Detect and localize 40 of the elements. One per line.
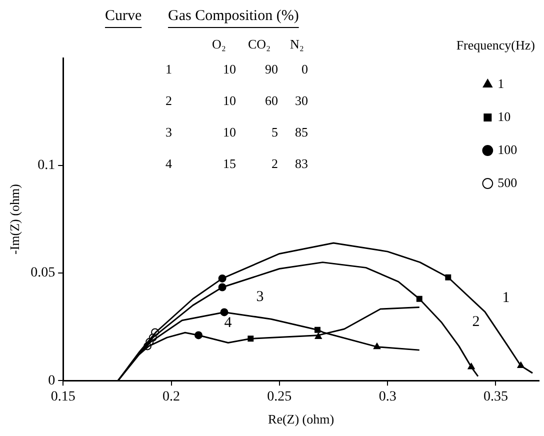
text: Gas Composition (%) [168, 8, 299, 24]
text: CO₂ [248, 36, 271, 52]
annotation: 10 [223, 92, 236, 108]
text: O₂ [212, 36, 226, 52]
annotation: 83 [295, 156, 308, 171]
annotation: 15 [223, 156, 236, 171]
legend-label: 1 [498, 76, 504, 91]
legend-title: Frequency(Hz) [456, 37, 535, 52]
annotation: 10 [223, 124, 236, 140]
y-tick-label: 0.1 [38, 158, 56, 174]
legend-label: 10 [498, 108, 511, 124]
annotation: 10 [223, 61, 236, 76]
y-axis-title: -Im(Z) (ohm) [7, 184, 22, 254]
annotation: 3 [256, 288, 264, 305]
text: Curve [105, 8, 142, 24]
x-tick-label: 0.25 [267, 390, 292, 405]
y-tick-label: 0.05 [30, 266, 56, 281]
annotation: 60 [265, 92, 278, 108]
annotation: 2 [472, 314, 480, 330]
x-axis-title: Re(Z) (ohm) [268, 412, 334, 427]
x-tick-label: 0.15 [50, 390, 76, 405]
annotation: 85 [295, 124, 308, 140]
annotation: 1 [502, 290, 510, 306]
annotation: 0 [302, 61, 308, 76]
annotation: 2 [166, 92, 172, 108]
text: N₂ [290, 36, 304, 52]
legend-label: 100 [498, 142, 518, 157]
x-tick-label: 0.35 [483, 390, 508, 405]
x-tick-label: 0.3 [378, 390, 396, 405]
x-tick-label: 0.2 [162, 390, 180, 405]
annotation: 30 [295, 92, 308, 108]
annotation: 4 [166, 156, 172, 171]
annotation: 90 [265, 61, 278, 76]
annotation: 5 [272, 124, 278, 140]
y-tick-label: 0 [48, 373, 56, 388]
annotation: 3 [166, 124, 172, 140]
legend-label: 500 [498, 174, 518, 190]
annotation: 4 [224, 314, 232, 331]
annotation: 1 [166, 61, 172, 76]
annotation: 2 [272, 156, 278, 171]
